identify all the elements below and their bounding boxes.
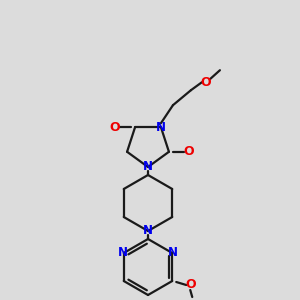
Text: O: O: [201, 76, 211, 89]
Text: N: N: [143, 160, 153, 173]
Text: N: N: [168, 247, 178, 260]
Text: N: N: [118, 247, 128, 260]
Text: N: N: [156, 121, 166, 134]
Text: O: O: [110, 121, 120, 134]
Text: O: O: [185, 278, 196, 292]
Text: N: N: [143, 224, 153, 238]
Text: O: O: [184, 145, 194, 158]
